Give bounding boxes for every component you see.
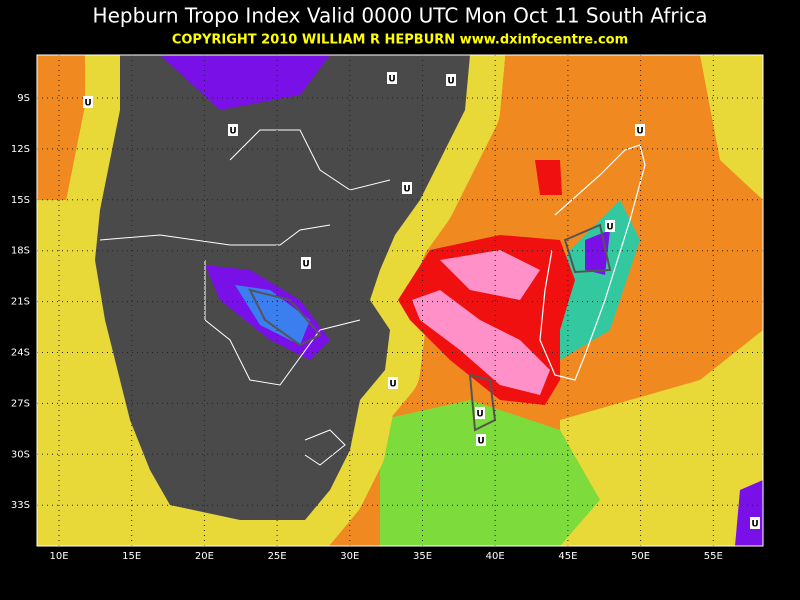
lon-label: 20E bbox=[195, 551, 214, 562]
lat-label: 15S bbox=[11, 195, 30, 206]
marker-box bbox=[301, 257, 311, 269]
marker-box bbox=[750, 517, 760, 529]
map-frame bbox=[36, 54, 764, 547]
lat-label: 12S bbox=[11, 144, 30, 155]
yellow-zone bbox=[700, 55, 763, 200]
lat-label: 9S bbox=[17, 93, 30, 104]
marker: U bbox=[229, 127, 236, 137]
lon-label: 50E bbox=[631, 551, 650, 562]
contour bbox=[248, 288, 322, 347]
blue-patch bbox=[235, 285, 310, 345]
map-area bbox=[37, 55, 763, 546]
marker: U bbox=[477, 437, 484, 447]
marker: U bbox=[302, 260, 309, 270]
lon-label: 25E bbox=[268, 551, 287, 562]
madagascar-coast bbox=[539, 144, 646, 381]
marker-box bbox=[402, 182, 412, 194]
lon-label: 45E bbox=[558, 551, 577, 562]
marker-box bbox=[228, 124, 238, 136]
marker-box bbox=[605, 220, 615, 232]
land-gray bbox=[95, 55, 470, 520]
lat-label: 27S bbox=[11, 398, 30, 409]
border bbox=[99, 224, 331, 246]
yellow-zone bbox=[560, 330, 763, 546]
marker: U bbox=[751, 520, 758, 530]
marker: U bbox=[606, 223, 613, 233]
lat-label: 30S bbox=[11, 449, 30, 460]
marker: U bbox=[636, 127, 643, 137]
marker-box bbox=[83, 96, 93, 108]
lon-label: 35E bbox=[413, 551, 432, 562]
border bbox=[204, 260, 361, 386]
copyright: COPYRIGHT 2010 WILLIAM R HEPBURN www.dxi… bbox=[172, 33, 628, 48]
marker: U bbox=[476, 410, 483, 420]
marker: U bbox=[84, 99, 91, 109]
lat-label: 21S bbox=[11, 297, 30, 308]
marker: U bbox=[447, 77, 454, 87]
grid bbox=[37, 55, 763, 546]
lon-label: 30E bbox=[340, 551, 359, 562]
lon-label: 10E bbox=[49, 551, 68, 562]
marker-box bbox=[387, 72, 397, 84]
border bbox=[304, 429, 346, 466]
marker-box bbox=[475, 407, 485, 419]
title: Hepburn Tropo Index Valid 0000 UTC Mon O… bbox=[93, 4, 708, 28]
marker-box bbox=[388, 377, 398, 389]
purple-patch bbox=[160, 55, 330, 110]
purple-patch bbox=[735, 480, 763, 546]
border bbox=[229, 129, 391, 191]
marker: U bbox=[389, 380, 396, 390]
marker: U bbox=[388, 75, 395, 85]
marker-box bbox=[635, 124, 645, 136]
lon-label: 15E bbox=[122, 551, 141, 562]
marker: U bbox=[403, 185, 410, 195]
lat-label: 33S bbox=[11, 500, 30, 511]
marker-box bbox=[446, 74, 456, 86]
lon-label: 40E bbox=[486, 551, 505, 562]
labels: 9S 12S 15S 18S 21S 24S 27S 30S 33S 10E 15E 20E 25E 30… bbox=[11, 72, 760, 562]
contour bbox=[563, 223, 612, 274]
lat-label: 18S bbox=[11, 246, 30, 257]
pink-zone bbox=[440, 250, 540, 300]
red-patch bbox=[535, 160, 562, 195]
cyan-zone bbox=[540, 200, 640, 360]
lon-label: 55E bbox=[704, 551, 723, 562]
lat-label: 24S bbox=[11, 348, 30, 359]
green-zone bbox=[380, 400, 600, 546]
marker-box bbox=[476, 434, 486, 446]
pink-zone bbox=[412, 290, 550, 395]
